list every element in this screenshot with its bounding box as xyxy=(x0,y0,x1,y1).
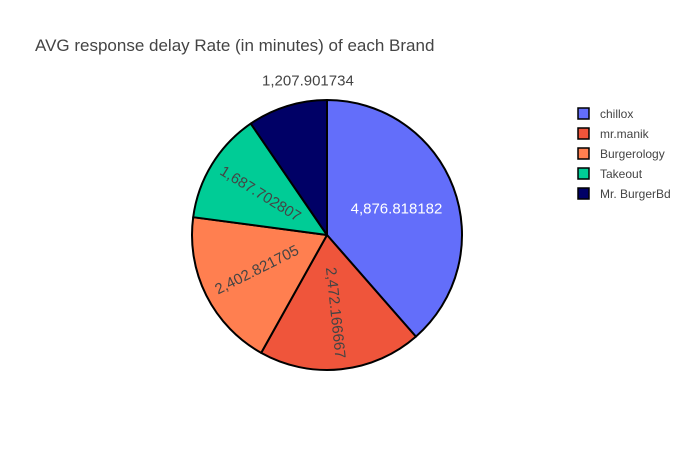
pie-slices xyxy=(191,99,463,371)
legend-item-mr-manik[interactable]: mr.manik xyxy=(600,127,650,141)
slice-value-label: 4,876.818182 xyxy=(351,200,443,217)
legend-swatch xyxy=(577,167,590,180)
legend-item-mr-burgerbd[interactable]: Mr. BurgerBd xyxy=(600,187,671,201)
legend: chillox mr.manik Burgerology Takeout Mr. Bur… xyxy=(577,107,671,201)
pie-slice-chillox xyxy=(326,99,463,338)
pie-slice-burgerology xyxy=(191,216,328,354)
legend-swatch xyxy=(577,107,590,120)
pie-slice-mr-manik xyxy=(260,234,417,371)
pie-slice-mr-burgerbd xyxy=(249,99,328,236)
legend-item-takeout[interactable]: Takeout xyxy=(600,167,643,181)
chart-title: AVG response delay Rate (in minutes) of … xyxy=(35,36,434,55)
legend-swatch xyxy=(577,187,590,200)
legend-item-burgerology[interactable]: Burgerology xyxy=(600,147,665,161)
pie-slice-takeout xyxy=(192,122,328,236)
legend-swatch xyxy=(577,147,590,160)
legend-item-chillox[interactable]: chillox xyxy=(600,107,633,121)
legend-swatch xyxy=(577,127,590,140)
slice-value-label: 1,207.901734 xyxy=(262,72,354,89)
